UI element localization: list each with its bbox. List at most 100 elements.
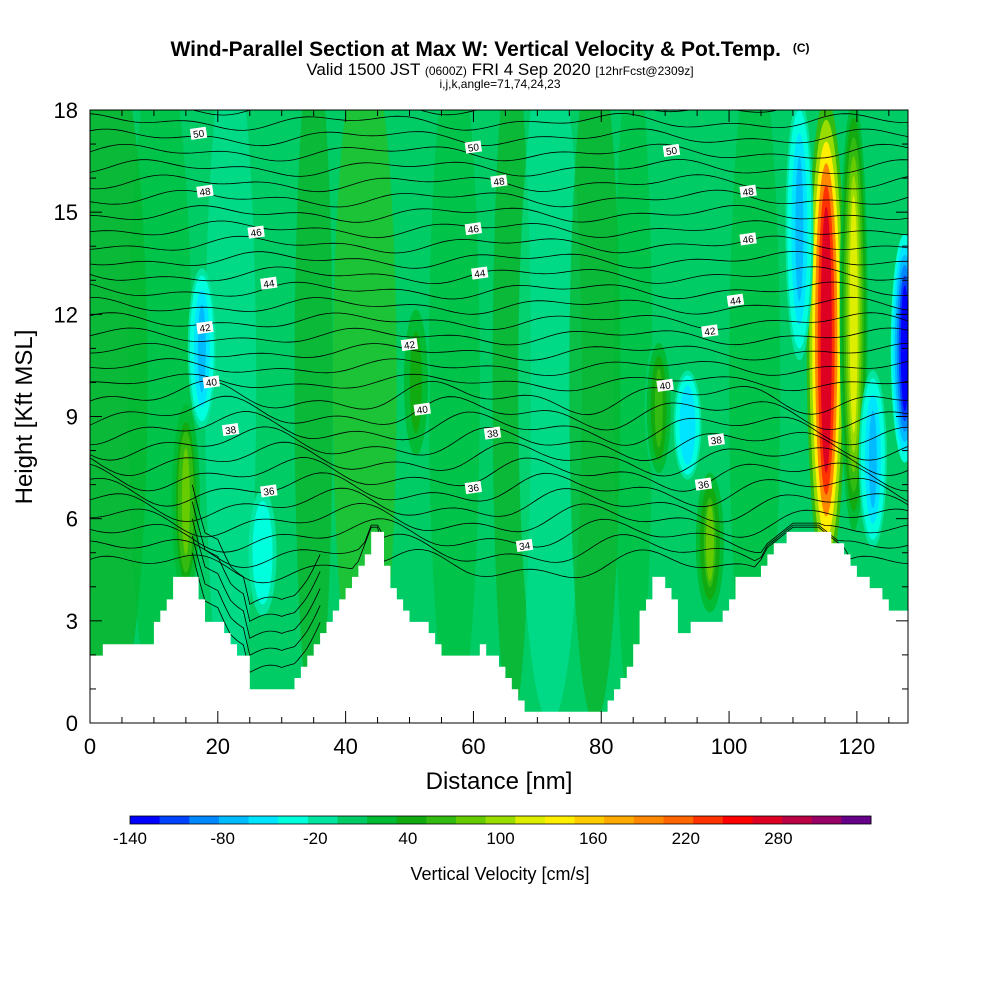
contour-label: 50 [662,143,681,158]
colorbar-swatch [841,816,872,824]
contour-label-bg [707,433,725,447]
contour-label: 48 [196,184,214,199]
colorbar-swatch [189,816,220,824]
colorbar-swatch [544,816,575,824]
theta-contour [90,380,908,416]
theta-contour [90,411,908,446]
field-bands [90,110,781,723]
contour-label-bg [260,484,278,498]
colorbar-swatch [485,816,516,824]
contour-label: 34 [515,538,534,553]
colorbar-tick-label: 220 [672,829,700,848]
contour-label: 38 [221,423,240,437]
x-axis-label: Distance [nm] [426,768,573,795]
theta-contour [191,518,321,639]
contour-label-text: 44 [729,295,742,308]
contour-label-bg [656,378,674,392]
colorbar-swatch [367,816,398,824]
theta-contour [90,204,908,223]
contour-label-text: 40 [416,404,429,417]
field-band [205,110,257,723]
theta-contour [90,143,908,162]
colorbar-swatch [633,816,664,824]
plot-area: 50 50 50 48 48 48 46 46 46 44 44 44 42 42 42 40 40 40 38 38… [90,110,908,723]
theta-contour [90,373,908,392]
contour-label-bg [694,477,713,491]
contour-label-text: 42 [403,340,416,353]
contour-label-text: 50 [467,142,480,155]
contour-label-text: 36 [467,483,480,496]
contour-label: 44 [471,266,489,281]
colorbar-tick-label: 100 [486,829,514,848]
theta-contour [90,235,908,254]
theta-contour [90,518,908,554]
theta-contour [90,395,908,431]
contour-label-bg [464,222,483,236]
contour-label-bg [490,174,508,188]
colorbar-swatch [722,816,753,824]
x-tick-label: 20 [206,734,230,759]
contour-label-bg [701,324,719,338]
colorbar-tick-label: -140 [113,829,147,848]
contour-label-bg [464,480,483,495]
theta-contour [90,281,908,300]
x-tick-label: 100 [711,734,748,759]
contour-label-bg [221,423,240,437]
contour-label-text: 42 [199,323,212,336]
updraft-cell [820,206,832,473]
colorbar-swatch [248,816,279,824]
contour-label-text: 50 [192,129,205,142]
colorbar-swatch [574,816,605,824]
colorbar-tick-label: -80 [210,829,235,848]
contour-label-text: 36 [697,479,710,492]
colorbar-swatch [307,816,338,824]
colorbar-swatch [752,816,783,824]
contour-label: 42 [196,320,214,336]
colorbar-swatch [159,816,190,824]
contour-label-text: 46 [742,234,755,247]
contour-label-bg [471,266,489,280]
theta-contour [191,501,321,622]
theta-contour [90,112,908,131]
contour-label: 50 [189,126,208,142]
contour-label-text: 48 [742,186,755,199]
contour-label-bg [739,232,757,246]
colorbar-tick-label: 160 [579,829,607,848]
theta-contour [90,158,908,177]
contour-label: 46 [247,225,265,240]
colorbar-swatch [811,816,842,824]
contour-label-text: 44 [263,278,276,291]
theta-contour [191,110,779,116]
colorbar-tick-label: 40 [398,829,417,848]
contour-label: 38 [483,426,502,441]
contour-label: 44 [726,293,745,308]
y-tick-label: 12 [54,302,78,327]
contour-label: 36 [260,484,278,499]
theta-contour [90,189,908,208]
contour-label: 46 [739,232,757,247]
contour-label-bg [196,184,214,198]
y-tick-label: 18 [54,98,78,123]
colorbar-swatch [218,816,249,824]
colorbar-ticks: -140 -80 -20 40 100 160 220 280 [113,829,793,848]
y-tick-label: 6 [66,507,78,532]
contour-label-text: 42 [704,326,717,339]
x-tick-label: 0 [84,734,96,759]
colorbar-tick-label: -20 [303,829,328,848]
theta-contour-labels: 50 50 50 48 48 48 46 46 46 44 44 44 42 42 42 40 40 40 38 38… [189,126,757,553]
contour-label: 48 [739,184,757,199]
contour-label-text: 38 [710,435,723,448]
colorbar-swatch [515,816,546,824]
theta-contour [90,503,908,538]
y-tick-label: 3 [66,609,78,634]
theta-contour [90,128,908,147]
y-tick-label: 9 [66,405,78,430]
colorbar-swatch [278,816,309,824]
x-tick-label: 60 [461,734,485,759]
contour-label: 46 [464,222,483,236]
theta-contours [90,110,908,673]
contour-label-text: 48 [493,176,506,189]
contour-label-text: 44 [474,268,487,281]
colorbar-tick-label: 280 [764,829,792,848]
